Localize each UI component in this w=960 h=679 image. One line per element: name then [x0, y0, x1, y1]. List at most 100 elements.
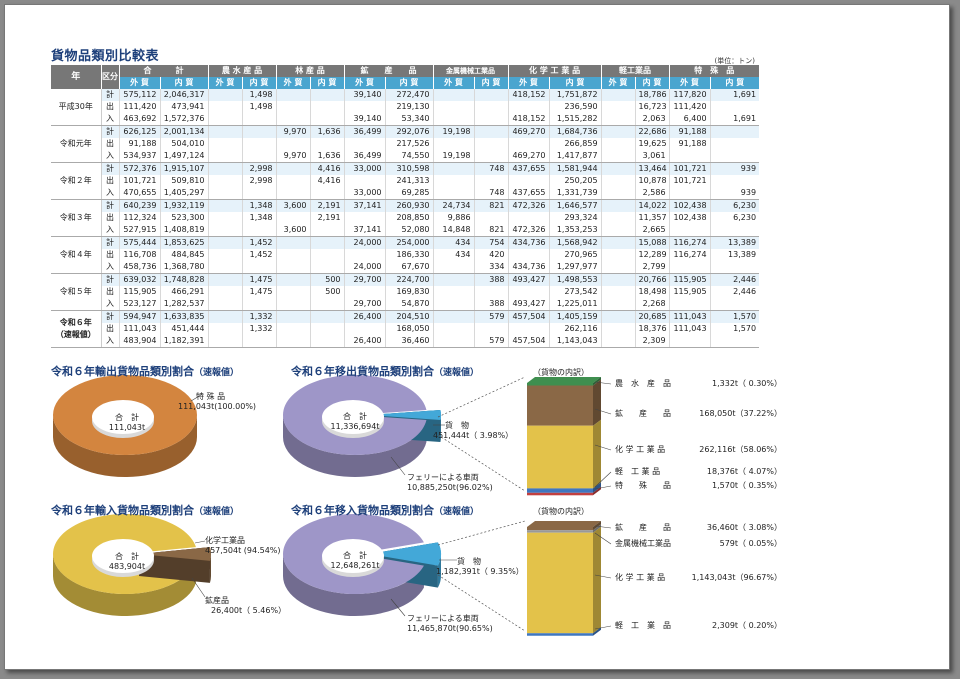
pie-slice [369, 542, 441, 566]
value-cell: 2,446 [709, 273, 760, 286]
year-cell: 令和５年 [51, 273, 101, 311]
kubun-cell: 入 [100, 335, 119, 348]
value-cell [207, 150, 242, 163]
value-cell: 74,550 [384, 150, 434, 163]
value-cell [432, 323, 475, 335]
year-header: 年 [51, 65, 102, 89]
kubun-cell: 入 [100, 113, 119, 126]
value-cell [668, 150, 711, 163]
slice-label: 貨 物 [445, 421, 469, 430]
value-cell: 36,499 [343, 125, 386, 138]
kubun-cell: 計 [100, 125, 119, 138]
value-cell: 534,937 [118, 150, 160, 163]
value-cell [207, 125, 242, 138]
value-cell [600, 101, 636, 113]
value-cell: 388 [473, 298, 509, 311]
value-cell: 2,063 [634, 113, 670, 126]
value-cell: 36,499 [343, 150, 386, 163]
value-cell [600, 249, 636, 261]
value-cell: 451,444 [159, 323, 208, 335]
import-section-title: 令和６年輸入貨物品類別割合（速報値） [51, 504, 240, 517]
value-cell: 509,810 [159, 175, 208, 187]
value-cell [709, 138, 760, 150]
value-cell: 117,820 [668, 89, 711, 101]
value-cell: 254,000 [384, 236, 434, 249]
table-row: 入 470,655 1,405,297 33,000 69,285 748 437,655 1… [51, 187, 760, 200]
unit-note: (単位：トン) [714, 57, 755, 65]
value-cell [668, 298, 711, 311]
value-cell [275, 101, 311, 113]
value-cell: 273,542 [548, 286, 602, 298]
value-cell: 388 [473, 273, 509, 286]
pie-center-label: 合 計 [115, 413, 139, 422]
value-cell [600, 286, 636, 298]
value-cell: 2,191 [309, 212, 345, 224]
breakdown-value: 262,116t（58.06%） [699, 445, 782, 454]
sub-header-row: 外 貿内 貿外 貿内 貿外 貿内 貿外 貿内 貿外 貿内 貿外 貿内 貿外 貿内… [51, 77, 760, 89]
value-cell: 821 [473, 199, 509, 212]
value-cell [600, 150, 636, 163]
leader-line [390, 598, 406, 617]
value-cell: 14,848 [432, 224, 475, 237]
value-cell [507, 212, 550, 224]
pie-slice [369, 410, 442, 420]
value-cell: 262,116 [548, 323, 602, 335]
breakdown-value: 1,143,043t（96.67%） [691, 573, 782, 582]
value-cell: 101,721 [118, 175, 160, 187]
value-cell [309, 138, 345, 150]
category-header: 鉱 産 品 [343, 65, 434, 77]
leader-line [594, 525, 612, 529]
value-cell: 224,700 [384, 273, 434, 286]
value-cell: 39,140 [343, 89, 386, 101]
value-cell [309, 89, 345, 101]
value-cell: 639,032 [118, 273, 160, 286]
value-cell: 493,427 [507, 298, 550, 311]
box-segment [527, 532, 593, 634]
value-cell: 116,274 [668, 249, 711, 261]
value-cell: 36,460 [384, 335, 434, 348]
value-cell [507, 323, 550, 335]
value-cell: 6,230 [709, 199, 760, 212]
value-cell: 1,636 [309, 150, 345, 163]
value-cell: 1,331,739 [548, 187, 602, 200]
kubun-cell: 出 [100, 212, 119, 224]
breakdown-value: 36,460t（ 3.08%） [706, 523, 782, 532]
value-cell: 266,859 [548, 138, 602, 150]
value-cell [600, 113, 636, 126]
value-cell [275, 89, 311, 101]
value-cell [275, 298, 311, 311]
value-cell [309, 101, 345, 113]
value-cell [600, 187, 636, 200]
value-cell [473, 89, 509, 101]
value-cell: 939 [709, 162, 760, 175]
value-cell [207, 286, 242, 298]
value-cell: 2,268 [634, 298, 670, 311]
value-cell: 418,152 [507, 89, 550, 101]
kubun-cell: 出 [100, 286, 119, 298]
sub-header: 内 貿 [309, 77, 345, 89]
value-cell [600, 323, 636, 335]
value-cell: 437,655 [507, 162, 550, 175]
value-cell: 15,088 [634, 236, 670, 249]
value-cell: 473,941 [159, 101, 208, 113]
value-cell [275, 236, 311, 249]
slice-value: 111,043t(100.00%) [178, 402, 257, 411]
move-in-section-title: 令和６年移入貨物品類別割合（速報値） [291, 504, 480, 517]
value-cell: 217,526 [384, 138, 434, 150]
table-body: 平成30年計 575,112 2,046,317 1,498 39,140 272,470… [51, 89, 760, 348]
slice-value: 457,504t (94.54%) [205, 546, 281, 555]
leader-line [594, 381, 612, 385]
value-cell: 420 [473, 249, 509, 261]
slice-label: 化学工業品 [205, 536, 245, 545]
value-cell [600, 212, 636, 224]
year-cell: 令和４年 [51, 236, 101, 274]
value-cell [207, 101, 242, 113]
breakdown-label: 化 学 工 業 品 [615, 573, 666, 582]
value-cell: 626,125 [118, 125, 160, 138]
year-label: 令和元年 [59, 139, 92, 148]
value-cell: 111,043 [668, 310, 711, 323]
value-cell: 483,904 [118, 335, 160, 348]
value-cell: 6,400 [668, 113, 711, 126]
box-segment [527, 492, 593, 496]
slice-value: 10,885,250t(96.02%) [407, 483, 493, 492]
